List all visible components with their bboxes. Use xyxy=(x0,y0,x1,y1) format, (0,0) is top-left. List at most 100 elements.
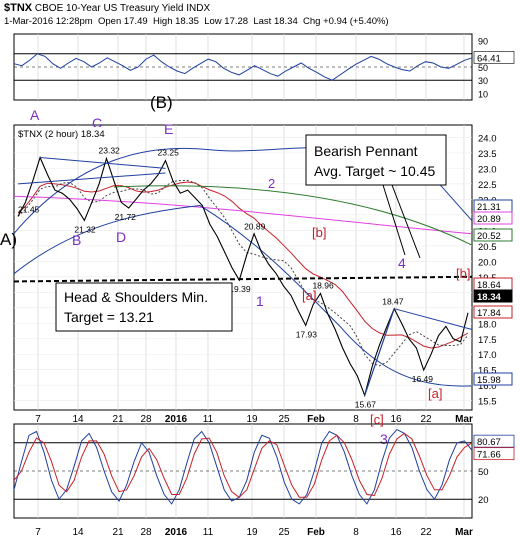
hs-annotation-line1: Head & Shoulders Min. xyxy=(64,289,208,305)
ma-badge-value: 17.84 xyxy=(477,308,501,319)
main-y-tick: 20.5 xyxy=(478,242,497,253)
last-value: 18.34 xyxy=(273,16,298,27)
chg-value: +0.94 (+5.40%) xyxy=(323,16,389,27)
hs-annotation-box xyxy=(55,282,233,332)
main-y-tick: 23.0 xyxy=(478,164,497,175)
price-label: 16.49 xyxy=(412,374,434,384)
x-tick-label: 21 xyxy=(112,414,124,425)
trend-line xyxy=(40,157,166,169)
price-label: 15.67 xyxy=(355,399,377,409)
bottom-y-tick: 20 xyxy=(478,495,489,506)
x-tick-label: 16 xyxy=(390,527,402,538)
wave-label: [c] xyxy=(370,412,384,427)
wave-label: D xyxy=(116,229,126,245)
x-tick-label: 11 xyxy=(203,527,214,538)
security-name: CBOE 10-Year US Treasury Yield xyxy=(34,3,184,14)
pennant-annotation-line2: Avg. Target ~ 10.45 xyxy=(314,163,436,179)
wave-label: A) xyxy=(0,230,17,249)
wave-label: [b] xyxy=(312,225,326,240)
top-badge-box xyxy=(473,51,515,64)
low-label: Low xyxy=(204,16,222,27)
price-label: 21.32 xyxy=(74,224,96,234)
low-value: 17.28 xyxy=(224,16,249,27)
bollinger-lower-line xyxy=(13,205,473,387)
ma-badge-box xyxy=(473,305,513,319)
price-label: 18.47 xyxy=(382,297,404,307)
top-indicator-line xyxy=(13,53,473,81)
ma-magenta-line xyxy=(13,195,473,235)
price-label: 17.93 xyxy=(296,329,318,339)
wave-label: 2 xyxy=(268,176,275,191)
wave-label: [a] xyxy=(428,386,442,401)
x-tick-label: 14 xyxy=(72,527,84,538)
osc-badge-value: 80.67 xyxy=(477,437,501,448)
main-y-tick: 17.5 xyxy=(478,335,497,346)
ma-dotted-line xyxy=(17,180,469,367)
wave-label: (B) xyxy=(150,93,173,112)
ma-badge-box xyxy=(473,211,513,225)
top-badge-value: 64.41 xyxy=(477,53,501,64)
x-tick-label: 21 xyxy=(112,527,124,538)
wave-label: A xyxy=(30,107,40,123)
main-y-tick: 22.5 xyxy=(478,180,497,191)
x-tick-label: 16 xyxy=(390,414,402,425)
chart-header-line2: 1-Mar-2016 12:28pm Open 17.49 High 18.35… xyxy=(4,16,389,27)
main-y-tick: 23.5 xyxy=(478,149,497,160)
price-label: 19.39 xyxy=(229,284,251,294)
top-y-tick: 30 xyxy=(478,76,488,86)
x-tick-label: 14 xyxy=(72,414,84,425)
ma-badge-value: 18.64 xyxy=(477,280,501,291)
price-label: 21.45 xyxy=(18,204,40,214)
chg-label: Chg xyxy=(303,16,321,27)
x-tick-label: 25 xyxy=(278,527,290,538)
top-y-tick: 50 xyxy=(478,63,488,73)
x-tick-label: Feb xyxy=(307,527,325,538)
main-title-bg xyxy=(16,127,116,139)
pennant-annotation-box xyxy=(305,134,447,186)
quote-date: 1-Mar-2016 12:28pm xyxy=(4,16,93,27)
ma-badge-value: 20.52 xyxy=(477,231,501,242)
wave-label: E xyxy=(164,121,173,137)
symbol: $TNX xyxy=(4,2,33,14)
oscillator-line-2 xyxy=(13,432,473,498)
main-y-tick: 17.0 xyxy=(478,350,497,361)
osc-badge-box xyxy=(473,434,515,448)
exchange: INDX xyxy=(186,3,211,14)
price-label: 23.25 xyxy=(158,148,180,158)
ma-badge-box xyxy=(473,289,513,303)
main-y-tick: 16.0 xyxy=(478,381,497,392)
wave-label: [a] xyxy=(302,288,316,303)
main-y-tick: 16.5 xyxy=(478,366,497,377)
wave-label: [b] xyxy=(456,266,470,281)
price-label: 20.89 xyxy=(244,222,266,232)
ma-green-line xyxy=(113,185,473,246)
x-tick-label: 7 xyxy=(35,414,41,425)
x-tick-label: 22 xyxy=(420,527,432,538)
bottom-y-tick: 50 xyxy=(478,467,489,478)
high-label: High xyxy=(152,16,173,27)
ma-badge-box xyxy=(473,372,513,386)
open-label: Open xyxy=(98,16,122,27)
osc-badge-box xyxy=(473,447,515,461)
high-value: 18.35 xyxy=(175,16,199,27)
x-tick-label: Mar xyxy=(455,527,473,538)
x-tick-label: 19 xyxy=(246,527,258,538)
main-panel-title: $TNX (2 hour) 18.34 xyxy=(18,129,105,140)
x-tick-label: 2016 xyxy=(165,414,188,425)
wave-label: B xyxy=(72,232,81,248)
chart-header-line1: $TNX CBOE 10-Year US Treasury Yield INDX xyxy=(4,2,210,14)
price-label: 23.32 xyxy=(99,145,121,155)
ma-badge-value: 21.31 xyxy=(477,202,501,213)
open-value: 17.49 xyxy=(123,16,148,27)
ma-badge-value: 20.89 xyxy=(477,214,501,225)
ma-badge-value: 18.34 xyxy=(477,292,501,303)
ma-badge-value: 15.98 xyxy=(477,375,501,386)
hs-annotation-line2: Target = 13.21 xyxy=(64,309,154,325)
ma-badge-box xyxy=(473,228,513,242)
price-label: 21.72 xyxy=(115,212,137,222)
neckline-dashed xyxy=(13,275,473,283)
main-y-tick: 18.0 xyxy=(478,319,497,330)
x-tick-label: 7 xyxy=(35,527,41,538)
last-label: Last xyxy=(253,16,272,27)
wave-label: C xyxy=(92,115,102,131)
